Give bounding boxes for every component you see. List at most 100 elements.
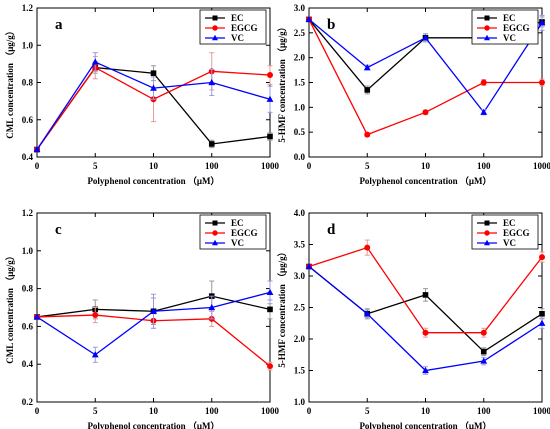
- data-point-square: [267, 133, 273, 140]
- legend-label: EC: [231, 218, 244, 228]
- data-point-triangle: [33, 145, 41, 153]
- data-point-circle: [539, 79, 545, 86]
- data-point-square: [150, 70, 157, 76]
- data-point-circle: [422, 109, 429, 116]
- x-tick-label: 1000: [261, 161, 280, 171]
- data-point-square: [208, 141, 215, 147]
- legend-marker-square: [212, 220, 218, 226]
- data-point-circle: [539, 254, 545, 261]
- legend-marker-triangle: [484, 34, 490, 41]
- data-point-triangle: [538, 19, 546, 26]
- y-tick-label: 3.0: [294, 3, 306, 13]
- series-vc: [33, 280, 274, 363]
- x-tick-label: 1000: [533, 406, 550, 416]
- data-point-triangle: [266, 288, 274, 295]
- legend-label: EC: [503, 218, 516, 228]
- x-tick-label: 100: [477, 161, 491, 171]
- legend-label: VC: [231, 238, 244, 248]
- x-tick-label: 100: [205, 406, 219, 416]
- panel-letter: a: [55, 17, 63, 33]
- y-tick-label: 1.5: [294, 78, 306, 88]
- x-tick-label: 5: [93, 406, 98, 416]
- legend-label: VC: [503, 238, 516, 248]
- series-egcg: [306, 239, 545, 338]
- legend-marker-square: [484, 15, 490, 21]
- x-tick-label: 0: [35, 406, 40, 416]
- y-tick-label: 1.0: [22, 40, 34, 50]
- legend-label: VC: [231, 33, 244, 43]
- y-tick-label: 0.6: [22, 115, 34, 125]
- y-tick-label: 1.0: [22, 246, 34, 256]
- x-tick-label: 1000: [533, 161, 550, 171]
- data-point-square: [364, 87, 371, 93]
- series-ec: [306, 263, 545, 356]
- data-point-square: [267, 306, 273, 313]
- data-point-square: [539, 311, 545, 317]
- y-tick-label: 1.0: [294, 102, 306, 112]
- legend-marker-triangle: [212, 34, 218, 41]
- data-point-triangle: [266, 95, 274, 102]
- x-tick-label: 5: [365, 406, 370, 416]
- legend-marker-circle: [212, 230, 218, 236]
- y-tick-label: 4.0: [294, 208, 306, 218]
- data-point-triangle: [538, 319, 546, 326]
- y-tick-label: 0.8: [22, 78, 34, 88]
- chart-panel-d: 1.0 1.5 2.0 2.5 3.0 3.5 4.0 0 5 10 100 1000 Polyphen…: [277, 208, 550, 429]
- legend-label: EGCG: [503, 23, 530, 33]
- x-tick-label: 10: [149, 406, 159, 416]
- x-tick-label: 100: [477, 406, 491, 416]
- y-tick-label: 0.0: [294, 152, 306, 162]
- legend-marker-triangle: [484, 239, 490, 246]
- y-tick-label: 2.0: [294, 53, 306, 63]
- y-tick-label: 0.6: [22, 321, 34, 331]
- x-tick-label: 0: [35, 161, 40, 171]
- y-tick-label: 1.2: [22, 208, 34, 218]
- y-tick-label: 2.5: [294, 303, 306, 313]
- x-axis-label: Polyphenol concentration （μM）: [359, 176, 491, 186]
- y-tick-label: 1.5: [294, 366, 306, 376]
- y-tick-label: 2.0: [294, 334, 306, 344]
- x-tick-label: 1000: [261, 406, 280, 416]
- data-point-triangle: [208, 303, 216, 311]
- x-tick-label: 0: [307, 406, 312, 416]
- series-vc: [305, 14, 546, 116]
- chart-panel-b: 0.0 0.5 1.0 1.5 2.0 2.5 3.0 0 5 10 100 1000 Polyphen…: [277, 3, 550, 186]
- y-tick-label: 0.4: [22, 359, 34, 369]
- data-point-circle: [364, 244, 371, 251]
- data-point-square: [480, 348, 487, 355]
- x-tick-label: 100: [205, 161, 219, 171]
- data-point-triangle: [208, 78, 216, 86]
- y-tick-label: 0.5: [294, 127, 306, 137]
- legend-marker-circle: [484, 230, 490, 236]
- y-axis-label: 5-HMF concentration （μg/g）: [277, 22, 287, 142]
- y-tick-label: 0.2: [22, 397, 34, 407]
- y-tick-label: 1.0: [294, 397, 306, 407]
- x-tick-label: 10: [149, 161, 159, 171]
- legend-marker-square: [212, 15, 218, 21]
- legend-label: EGCG: [231, 228, 258, 238]
- x-tick-label: 10: [421, 161, 431, 171]
- data-point-triangle: [422, 34, 429, 41]
- x-tick-label: 5: [93, 161, 98, 171]
- data-point-circle: [422, 329, 429, 336]
- series-vc: [33, 52, 274, 153]
- data-point-circle: [480, 329, 487, 336]
- y-tick-label: 0.4: [22, 152, 34, 162]
- series-line: [308, 266, 543, 353]
- legend-marker-circle: [212, 25, 218, 31]
- y-tick-label: 3.0: [294, 271, 306, 281]
- legend-label: EC: [503, 13, 516, 23]
- data-point-circle: [480, 79, 487, 86]
- y-axis-label: 5-HMF concentration （μg/g）: [277, 247, 287, 367]
- legend-label: VC: [503, 33, 516, 43]
- y-tick-label: 0.8: [22, 284, 34, 294]
- panel-letter: b: [327, 17, 335, 33]
- y-tick-label: 1.2: [22, 3, 34, 13]
- data-point-triangle: [480, 108, 488, 115]
- y-axis-label: CML concentration （μg/g）: [5, 26, 15, 139]
- data-point-triangle: [363, 64, 371, 71]
- chart-panel-c: 0.2 0.4 0.6 0.8 1.0 1.2 0 5 10 100 1000 Polyphenol …: [5, 208, 280, 429]
- y-tick-label: 2.5: [294, 28, 306, 38]
